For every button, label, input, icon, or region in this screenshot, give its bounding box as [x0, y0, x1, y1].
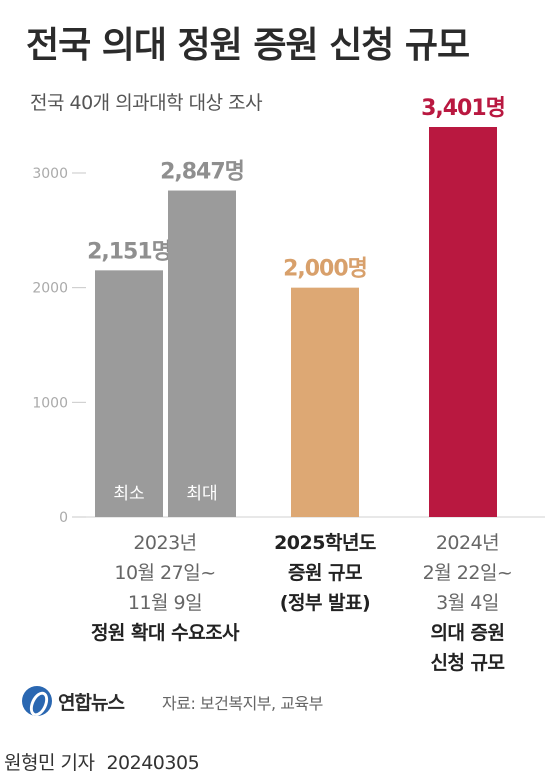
category-label-survey: 2023년 10월 27일~ 11월 9일 정원 확대 수요조사	[70, 528, 260, 648]
bar	[168, 190, 236, 517]
logo-text: 연합뉴스	[58, 691, 125, 714]
bar-value-label: 2,151명	[87, 239, 171, 264]
category-line-bold: 증원 규모	[287, 562, 363, 584]
category-line: 3월 4일	[436, 592, 499, 614]
y-tick-label: 1000	[32, 395, 68, 411]
category-line: 2023년	[133, 532, 197, 554]
category-line-bold: 의대 증원	[430, 622, 505, 644]
category-label-government: 2025학년도 증원 규모 (정부 발표)	[240, 528, 410, 618]
bar-value-label: 2,000명	[283, 257, 367, 282]
byline: 원형민 기자 20240305	[4, 748, 200, 775]
date: 20240305	[106, 752, 200, 774]
author: 원형민 기자	[4, 752, 95, 774]
bar	[95, 270, 163, 517]
y-tick-label: 2000	[32, 281, 68, 297]
bar-inner-label: 최대	[186, 484, 217, 504]
bar-inner-label: 최소	[113, 484, 144, 504]
category-line: 2024년	[435, 532, 500, 554]
category-line: 2월 22일~	[422, 562, 513, 584]
y-tick-label: 3000	[32, 166, 68, 182]
source-note: 자료: 보건복지부, 교육부	[162, 694, 323, 713]
bar	[291, 287, 359, 517]
y-tick-label: 0	[59, 510, 68, 526]
category-line-bold: 2025학년도	[274, 532, 376, 554]
category-line-bold: (정부 발표)	[279, 592, 371, 614]
bar-value-label: 3,401명	[421, 96, 505, 121]
bar-value-label: 2,847명	[160, 160, 244, 185]
category-line-bold: 정원 확대 수요조사	[90, 622, 240, 644]
bar	[429, 127, 497, 517]
category-line-bold: 신청 규모	[430, 652, 505, 674]
category-label-application: 2024년 2월 22일~ 3월 4일 의대 증원 신청 규모	[385, 528, 550, 678]
yonhap-logo-icon	[22, 686, 52, 716]
chart-title: 전국 의대 정원 증원 신청 규모	[26, 25, 470, 66]
category-line: 11월 9일	[127, 592, 203, 614]
yonhap-logo: 연합뉴스	[22, 686, 125, 716]
category-line: 10월 27일~	[114, 562, 216, 584]
chart-subtitle: 전국 40개 의과대학 대상 조사	[30, 92, 263, 114]
